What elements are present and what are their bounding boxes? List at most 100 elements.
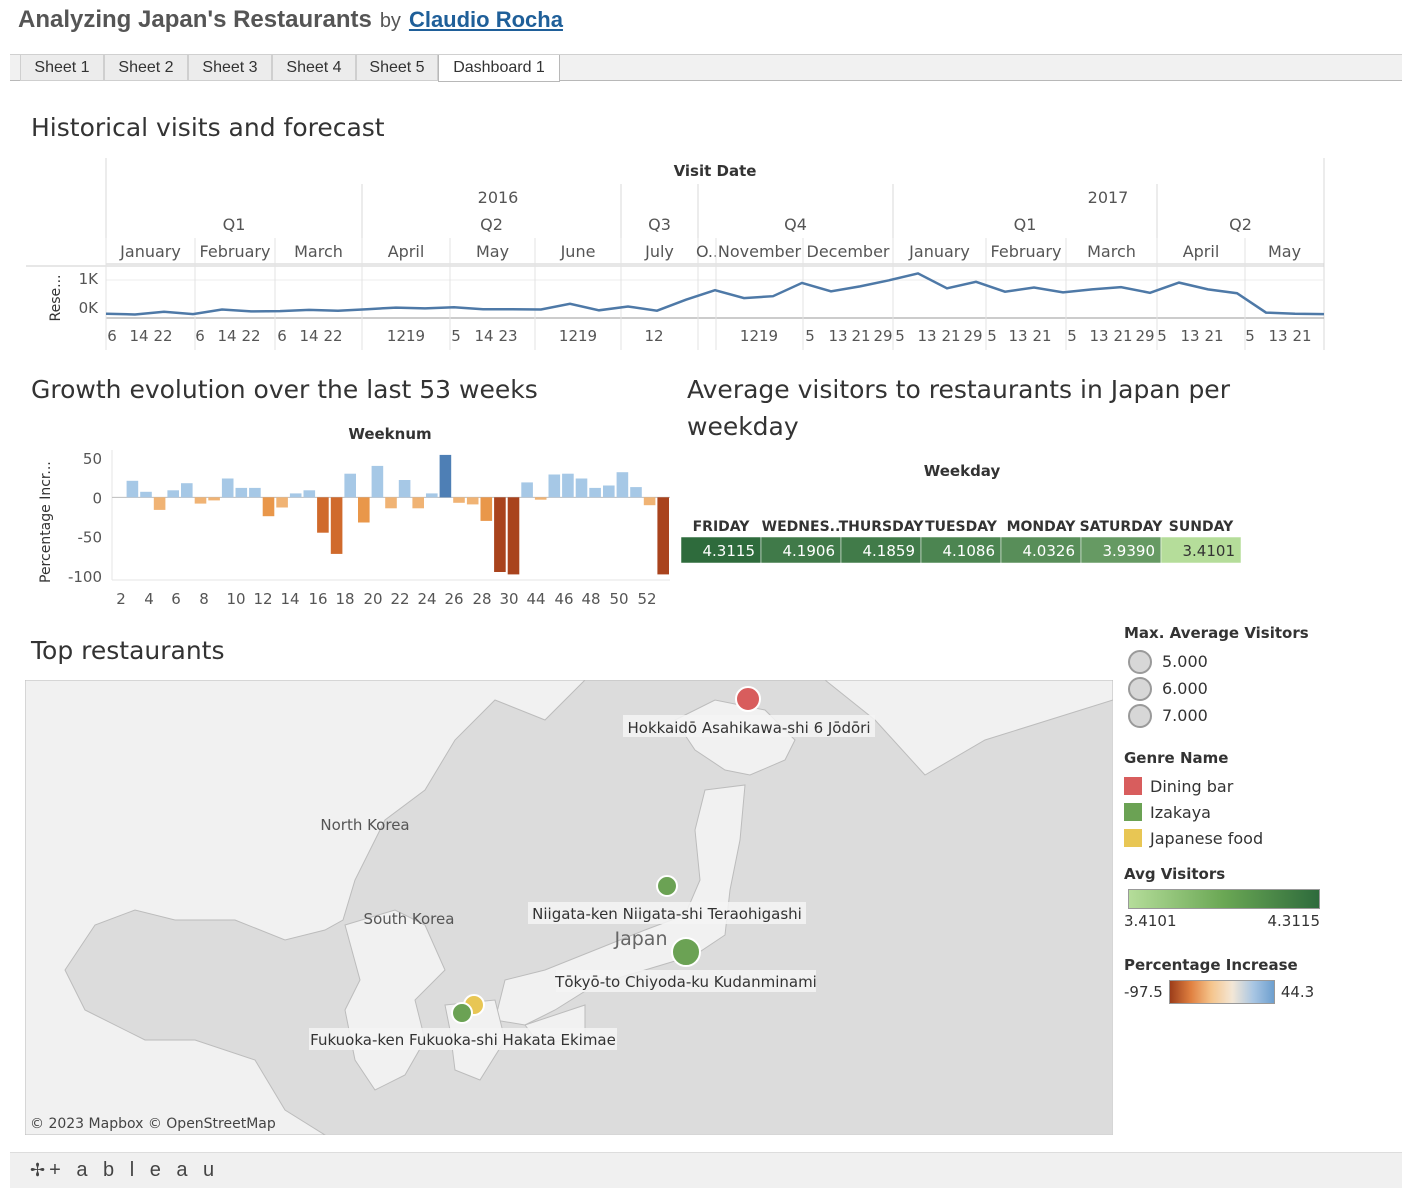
growth-bar[interactable] [657, 497, 669, 575]
marker-label-hokkaido: Hokkaidō Asahikawa-shi 6 Jōdōri [627, 719, 870, 737]
weekday-cell[interactable] [920, 536, 1002, 564]
growth-bar[interactable] [453, 497, 465, 503]
weekday-cell[interactable] [1080, 536, 1162, 564]
growth-xtick: 4 [144, 590, 154, 608]
legend-avg-max: 4.3115 [1267, 912, 1321, 930]
growth-bar[interactable] [371, 465, 384, 498]
historical-line-chart[interactable]: Visit Date 2016 2017 Rese... 1K 0K Q1 Q2 Q… [0, 150, 1340, 360]
hist-ytick-1k: 1K [79, 270, 100, 288]
growth-ytick: 50 [83, 450, 102, 468]
growth-bar[interactable] [249, 487, 261, 498]
hist-day-tick: 22 [241, 327, 260, 345]
legend-size-item[interactable]: 7.000 [1124, 702, 1309, 729]
tab-sheet-5[interactable]: Sheet 5 [356, 55, 438, 81]
growth-bar[interactable] [589, 487, 601, 498]
growth-bar[interactable] [494, 497, 506, 572]
growth-bar[interactable] [562, 473, 574, 498]
growth-bar[interactable] [167, 490, 179, 498]
weekday-heatmap[interactable]: Weekday FRIDAY 4.3115 WEDNES.. 4.1906THURSD… [680, 455, 1250, 570]
tab-sheet-1[interactable]: Sheet 1 [20, 55, 104, 81]
hist-day-tick: 14 [129, 327, 148, 345]
growth-xtick: 22 [390, 590, 409, 608]
dashboard-title: Analyzing Japan's Restaurants [18, 6, 372, 33]
growth-bar[interactable] [330, 497, 343, 554]
growth-bar[interactable] [643, 497, 656, 506]
hist-day-tick: 21 [851, 327, 870, 345]
growth-bar[interactable] [221, 478, 234, 498]
growth-bar[interactable] [616, 472, 629, 498]
growth-bar[interactable] [358, 497, 370, 523]
growth-bar[interactable] [303, 490, 316, 498]
growth-bar[interactable] [507, 497, 520, 575]
size-circle-icon [1128, 649, 1152, 674]
growth-xtick: 50 [609, 590, 628, 608]
growth-bar[interactable] [153, 497, 166, 510]
growth-bar[interactable] [126, 480, 139, 498]
growth-bar[interactable] [289, 493, 302, 498]
growth-bar[interactable] [466, 497, 479, 505]
growth-bar[interactable] [412, 497, 424, 509]
legend-size: Max. Average Visitors 5.000 6.000 7.000 [1124, 624, 1309, 729]
tab-dashboard-1[interactable]: Dashboard 1 [438, 55, 560, 82]
growth-bar[interactable] [439, 454, 452, 498]
hist-series-line[interactable] [105, 272, 1325, 316]
growth-bar[interactable] [276, 497, 288, 508]
marker-niigata[interactable] [656, 875, 678, 897]
hist-month-label: January [119, 242, 181, 261]
growth-bar[interactable] [262, 497, 275, 517]
weekday-cell[interactable] [840, 536, 922, 564]
tableau-logo[interactable]: ✢ + a b l e a u [30, 1159, 219, 1182]
weekday-cell[interactable] [680, 536, 762, 564]
tab-sheet-4[interactable]: Sheet 4 [272, 55, 356, 81]
legend-genre-item[interactable]: Dining bar [1124, 773, 1263, 799]
growth-bar[interactable] [208, 497, 220, 501]
author-link[interactable]: Claudio Rocha [408, 7, 563, 32]
growth-xtick: 2 [116, 590, 126, 608]
restaurants-map[interactable]: North Korea South Korea Japan Hokkaidō A… [25, 680, 1113, 1135]
legend-genre-item[interactable]: Japanese food [1124, 825, 1263, 851]
legend-size-label: 5.000 [1162, 652, 1208, 671]
growth-bar[interactable] [630, 487, 642, 498]
growth-xtick: 12 [253, 590, 272, 608]
growth-bar[interactable] [140, 491, 152, 498]
growth-xtick: 6 [171, 590, 181, 608]
tab-sheet-2[interactable]: Sheet 2 [104, 55, 188, 81]
marker-fukuoka[interactable] [451, 1002, 473, 1024]
growth-bar[interactable] [603, 485, 615, 498]
hist-month-label: March [1087, 242, 1136, 261]
growth-bar[interactable] [398, 480, 411, 498]
legend-size-label: 6.000 [1162, 679, 1208, 698]
hist-quarter-label: Q2 [1229, 215, 1252, 234]
growth-bar[interactable] [181, 483, 193, 498]
growth-bar[interactable] [317, 497, 329, 533]
avg-color-ramp [1128, 889, 1320, 909]
growth-bar[interactable] [235, 487, 248, 498]
weekday-value: 4.1086 [943, 542, 996, 560]
legend-size-item[interactable]: 6.000 [1124, 675, 1309, 702]
weekday-cell[interactable] [760, 536, 842, 564]
hist-month-label: April [1183, 242, 1220, 261]
legend-genre-item[interactable]: Izakaya [1124, 799, 1263, 825]
legend-size-item[interactable]: 5.000 [1124, 648, 1309, 675]
growth-bar[interactable] [194, 497, 207, 504]
growth-bar[interactable] [534, 497, 547, 500]
map-attribution[interactable]: © 2023 Mapbox © OpenStreetMap [30, 1116, 276, 1132]
marker-hokkaido[interactable] [735, 686, 761, 712]
hist-day-tick: 6 [195, 327, 205, 345]
weekday-cell[interactable] [1160, 536, 1242, 564]
growth-bar[interactable] [480, 497, 493, 521]
legend-genre-label: Izakaya [1150, 802, 1211, 822]
growth-bar[interactable] [548, 474, 561, 498]
growth-bar[interactable] [426, 493, 438, 498]
hist-ylabel: Rese... [48, 275, 64, 322]
marker-tokyo[interactable] [671, 937, 701, 967]
growth-bar[interactable] [385, 497, 397, 509]
tab-sheet-3[interactable]: Sheet 3 [188, 55, 272, 81]
growth-bar[interactable] [344, 473, 356, 498]
growth-bar[interactable] [521, 482, 533, 498]
growth-bar[interactable] [575, 478, 588, 498]
weekday-cell[interactable] [1000, 536, 1082, 564]
hist-day-tick: 21 [1204, 327, 1223, 345]
weekday-header: THURSDAY [839, 519, 925, 535]
